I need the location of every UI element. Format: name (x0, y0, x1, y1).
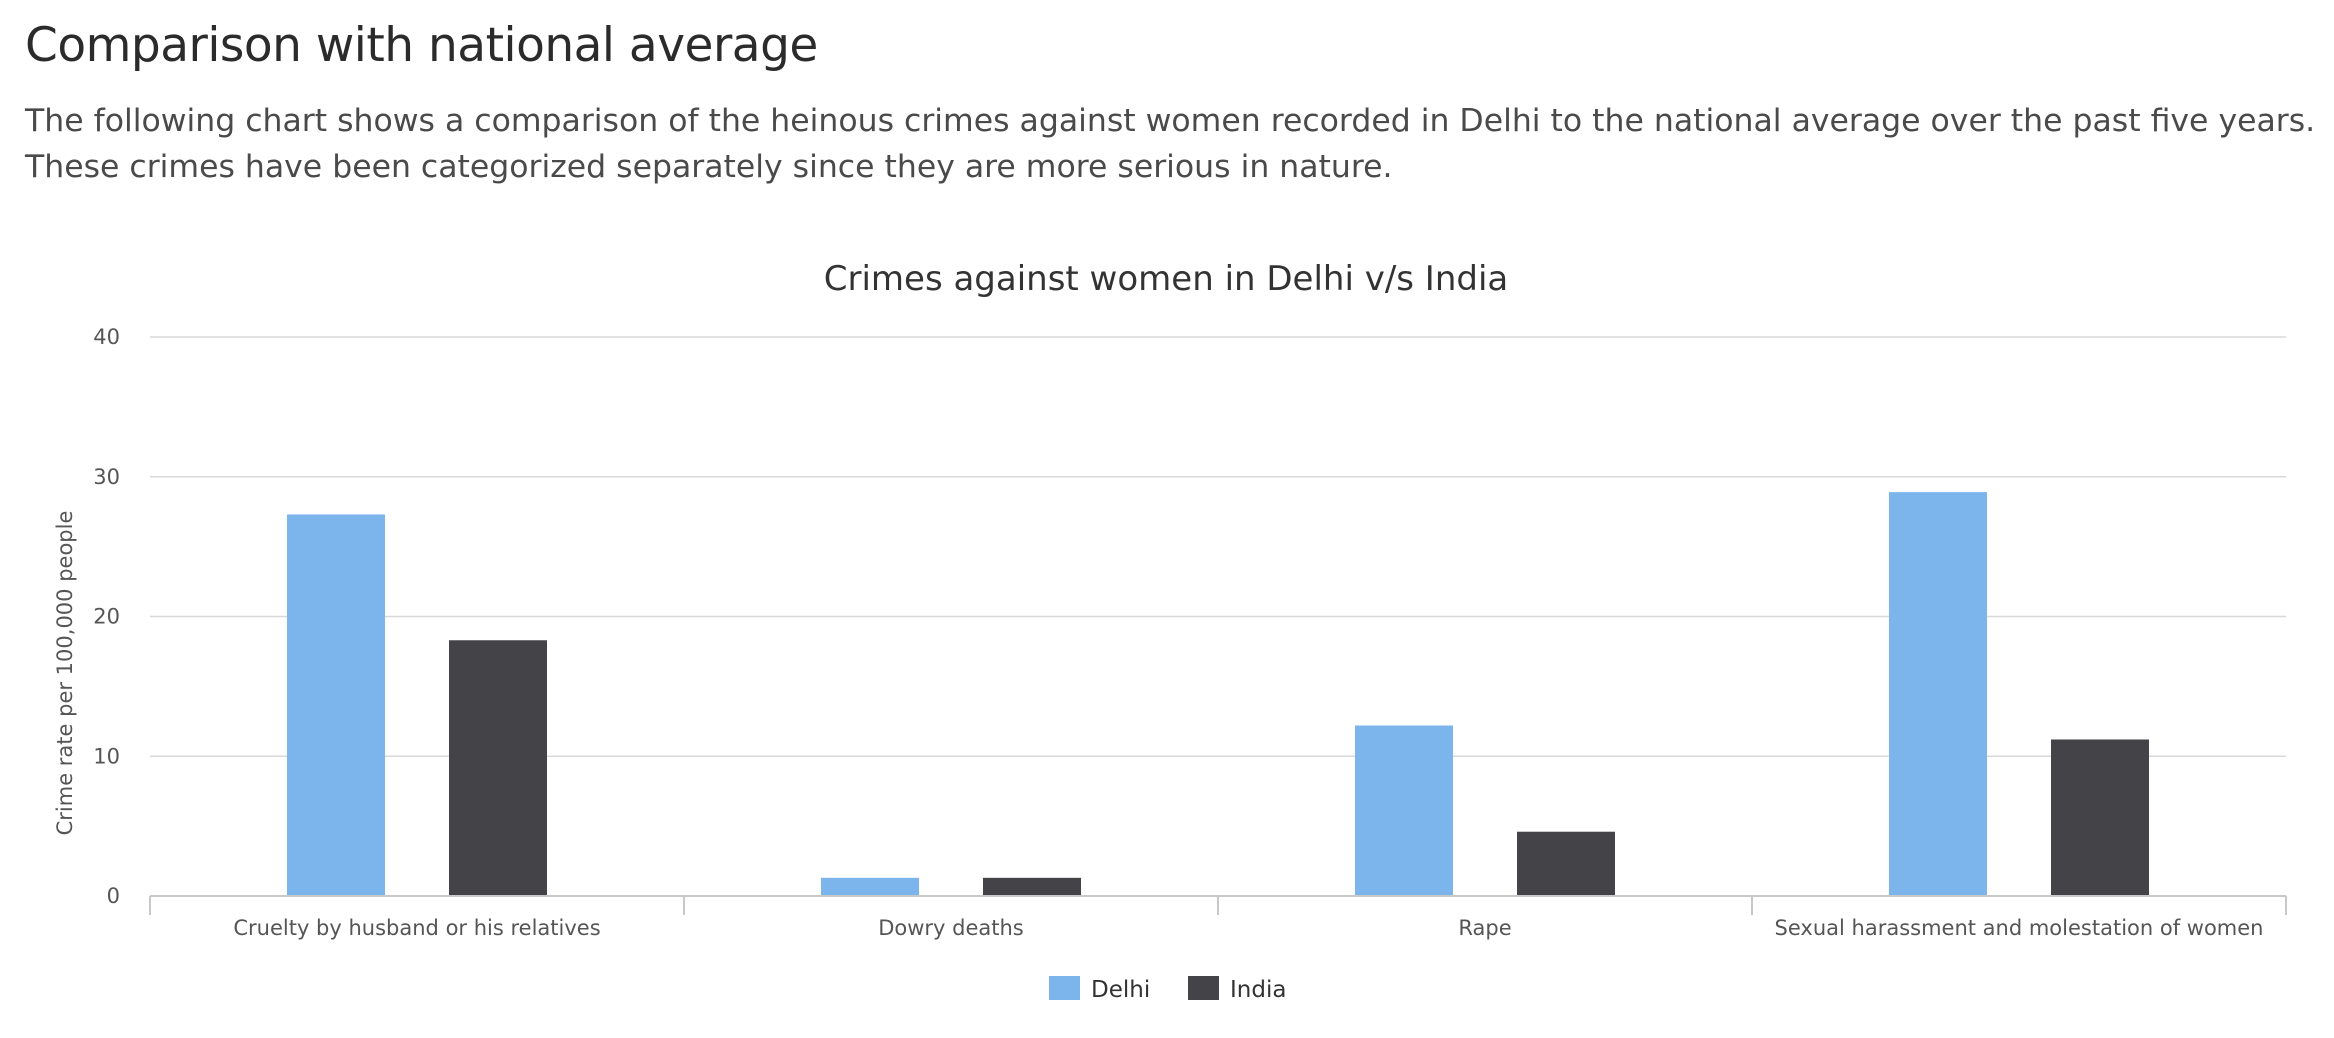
chart-bars (287, 492, 2149, 896)
bar-india[interactable] (983, 877, 1081, 896)
legend-label: India (1230, 977, 1286, 1003)
chart-legend[interactable]: Delhi India (1049, 976, 1286, 1003)
x-category-label: Sexual harassment and molestation of wom… (1775, 916, 2264, 940)
legend-item-india[interactable]: India (1188, 976, 1286, 1003)
y-axis-label: Crime rate per 100,000 people (53, 511, 77, 836)
bar-delhi[interactable] (821, 877, 919, 896)
y-tick-label: 20 (93, 605, 120, 629)
bar-delhi[interactable] (1889, 492, 1987, 896)
bar-india[interactable] (1517, 831, 1615, 896)
y-axis-ticks: 0 10 20 30 40 (93, 325, 120, 908)
bar-delhi[interactable] (287, 514, 385, 896)
legend-swatch (1188, 976, 1219, 1000)
x-axis: Cruelty by husband or his relatives Dowry… (149, 895, 2287, 940)
legend-label: Delhi (1091, 977, 1150, 1003)
x-category-label: Cruelty by husband or his relatives (233, 916, 600, 940)
y-tick-label: 10 (93, 744, 120, 768)
legend-swatch (1049, 976, 1080, 1000)
bar-india[interactable] (2051, 739, 2149, 896)
x-category-label: Rape (1458, 916, 1511, 940)
intro-paragraph: The following chart shows a comparison o… (25, 103, 2316, 185)
y-tick-label: 40 (93, 325, 120, 349)
chart-title: Crimes against women in Delhi v/s India (824, 259, 1509, 299)
bar-delhi[interactable] (1355, 725, 1453, 896)
bar-india[interactable] (449, 640, 547, 896)
x-category-label: Dowry deaths (878, 916, 1024, 940)
y-tick-label: 30 (93, 465, 120, 489)
page-heading: Comparison with national average (25, 18, 818, 73)
y-tick-label: 0 (107, 884, 120, 908)
legend-item-delhi[interactable]: Delhi (1049, 976, 1150, 1003)
